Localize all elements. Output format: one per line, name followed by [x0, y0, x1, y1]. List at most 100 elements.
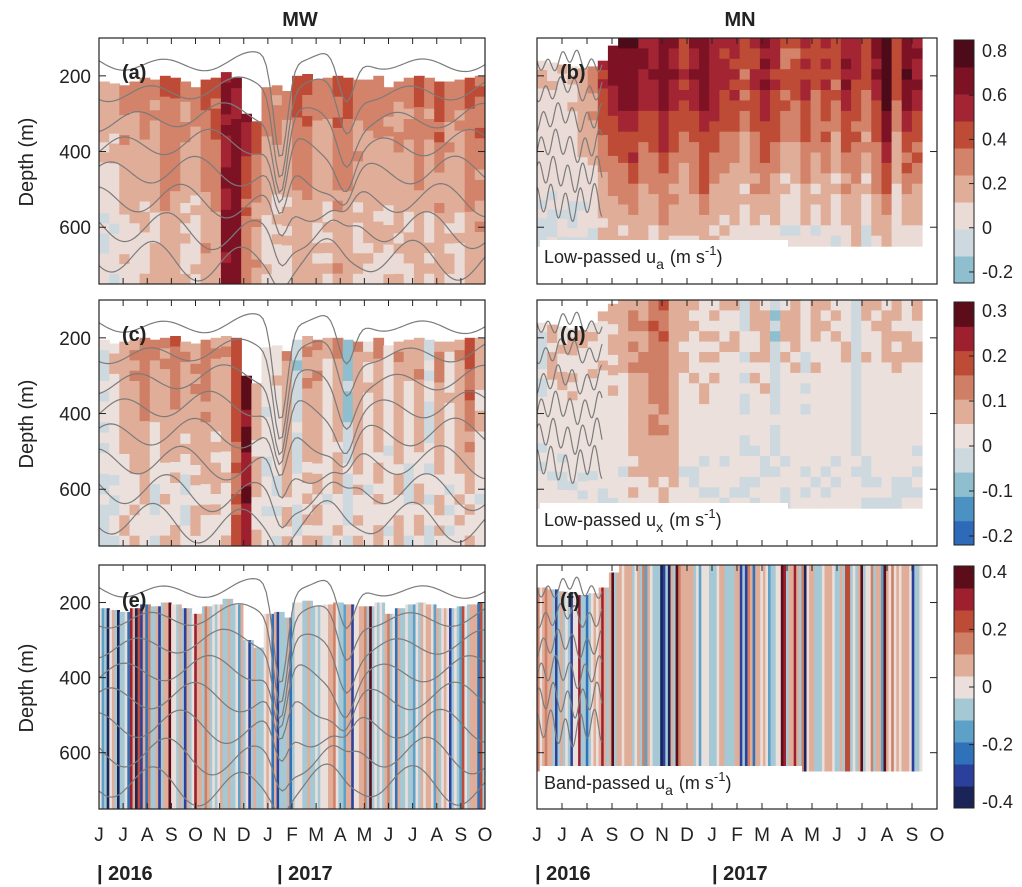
- heatmap-cell-c: [393, 494, 405, 506]
- heatmap-cell-b: [911, 131, 923, 143]
- heatmap-cell-a: [474, 117, 485, 129]
- heatmap-cell-a: [444, 142, 456, 153]
- heatmap-cell-b: [911, 110, 923, 122]
- heatmap-cell-d: [891, 372, 903, 384]
- heatmap-stripe-f: [601, 587, 605, 772]
- heatmap-cell-b: [709, 214, 720, 226]
- heatmap-cell-b: [719, 225, 731, 237]
- heatmap-cell-c: [454, 473, 466, 485]
- heatmap-cell-d: [668, 310, 680, 322]
- heatmap-cell-a: [241, 275, 252, 284]
- heatmap-cell-b: [719, 204, 731, 216]
- heatmap-cell-d: [648, 300, 660, 311]
- heatmap-cell-b: [739, 90, 751, 101]
- heatmap-cell-d: [840, 445, 852, 457]
- heatmap-cell-a: [373, 190, 385, 202]
- heatmap-cell-d: [861, 372, 872, 384]
- heatmap-cell-d: [597, 409, 609, 421]
- heatmap-cell-a: [220, 199, 232, 211]
- heatmap-cell-a: [474, 75, 485, 87]
- heatmap-cell-c: [220, 420, 232, 432]
- heatmap-cell-c: [170, 336, 181, 348]
- heatmap-cell-a: [251, 275, 263, 284]
- heatmap-cell-b: [567, 210, 579, 220]
- heatmap-cell-a: [281, 129, 293, 140]
- heatmap-cell-a: [200, 171, 212, 183]
- heatmap-cell-b: [557, 137, 568, 147]
- heatmap-cell-c: [261, 397, 273, 408]
- heatmap-stripe-f: [888, 565, 892, 772]
- heatmap-cell-c: [271, 345, 283, 356]
- heatmap-cell-c: [383, 435, 395, 447]
- heatmap-cell-c: [261, 347, 273, 358]
- heatmap-cell-b: [658, 79, 670, 91]
- heatmap-stripe-f: [783, 565, 787, 772]
- heatmap-cell-d: [800, 331, 812, 343]
- heatmap-cell-d: [709, 445, 720, 457]
- heatmap-cell-a: [424, 160, 435, 172]
- heatmap-cell-a: [474, 159, 485, 171]
- heatmap-cell-c: [342, 339, 354, 351]
- heatmap-cell-a: [342, 211, 354, 223]
- heatmap-cell-c: [444, 535, 456, 546]
- heatmap-cell-b: [699, 194, 710, 206]
- heatmap-cell-b: [911, 38, 923, 49]
- heatmap-stripe-e: [137, 608, 141, 809]
- heatmap-cell-a: [363, 171, 374, 183]
- heatmap-stripe-e: [454, 608, 458, 809]
- heatmap-stripe-f: [857, 565, 861, 772]
- heatmap-cell-b: [557, 73, 568, 84]
- heatmap-cell-c: [129, 463, 141, 475]
- heatmap-cell-d: [729, 456, 741, 468]
- heatmap-cell-d: [881, 497, 893, 509]
- heatmap-stripe-e: [459, 606, 463, 809]
- heatmap-stripe-f: [919, 565, 923, 772]
- heatmap-cell-d: [628, 372, 639, 384]
- heatmap-cell-b: [790, 69, 801, 81]
- heatmap-cell-a: [454, 100, 466, 111]
- heatmap-cell-d: [790, 414, 801, 426]
- colorbar-row-3-tick-label: 0: [982, 677, 992, 697]
- heatmap-cell-d: [699, 456, 710, 468]
- heatmap-cell-b: [709, 69, 720, 81]
- heatmap-stripe-e: [263, 613, 267, 809]
- heatmap-cell-a: [444, 81, 456, 93]
- heatmap-cell-c: [210, 431, 222, 443]
- heatmap-cell-c: [424, 350, 435, 361]
- ylabel-row-1: Depth (m): [16, 118, 38, 207]
- heatmap-cell-a: [180, 223, 192, 234]
- heatmap-cell-c: [231, 452, 242, 464]
- heatmap-cell-c: [200, 339, 212, 351]
- heatmap-cell-a: [352, 181, 364, 193]
- heatmap-cell-b: [618, 194, 629, 206]
- heatmap-cell-b: [709, 204, 720, 216]
- heatmap-cell-b: [749, 225, 761, 237]
- heatmap-cell-a: [424, 119, 435, 130]
- heatmap-cell-a: [119, 254, 131, 265]
- heatmap-cell-d: [729, 383, 741, 395]
- heatmap-cell-d: [587, 322, 599, 333]
- heatmap-cell-a: [342, 201, 354, 213]
- heatmap-cell-c: [302, 472, 313, 484]
- heatmap-cell-d: [891, 352, 903, 363]
- heatmap-stripe-f: [821, 565, 825, 772]
- heatmap-cell-b: [638, 79, 649, 91]
- heatmap-stripe-e: [117, 610, 120, 809]
- heatmap-cell-c: [139, 410, 151, 422]
- heatmap-cell-a: [170, 149, 181, 161]
- heatmap-cell-d: [861, 331, 872, 343]
- heatmap-cell-a: [271, 164, 283, 176]
- heatmap-cell-d: [537, 452, 548, 463]
- heatmap-cell-b: [840, 183, 852, 195]
- heatmap-cell-a: [200, 151, 212, 162]
- heatmap-cell-b: [577, 157, 589, 167]
- heatmap-cell-a: [312, 161, 324, 173]
- heatmap-cell-b: [709, 110, 720, 122]
- heatmap-cell-b: [911, 48, 923, 60]
- heatmap-cell-d: [891, 310, 903, 322]
- heatmap-cell-a: [302, 168, 313, 180]
- label-lowpassed-ua-text: Low-passed u: [544, 247, 656, 267]
- heatmap-stripe-e: [99, 608, 102, 809]
- heatmap-cell-a: [129, 253, 141, 265]
- month-label: O: [630, 825, 645, 846]
